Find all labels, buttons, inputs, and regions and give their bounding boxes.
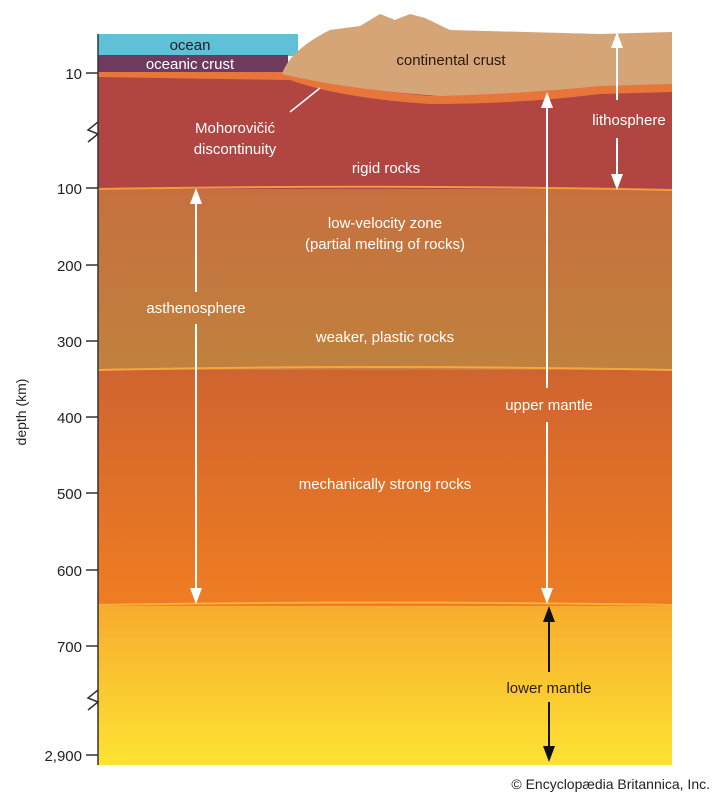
tick-label: 10 [65,66,82,83]
axis-break [86,689,100,711]
tick-label: 400 [57,410,82,427]
strong-rocks-label: mechanically strong rocks [299,476,472,493]
lvz-label: (partial melting of rocks) [305,236,465,253]
asthenosphere-label: asthenosphere [146,300,245,317]
moho-label: discontinuity [194,141,277,158]
upper-mantle-label: upper mantle [505,397,593,414]
continental-crust-label: continental crust [396,52,506,69]
tick-label: 300 [57,334,82,351]
oceanic-crust-label: oceanic crust [146,56,235,73]
oceanic-crust-layer [98,55,288,73]
tick-label: 700 [57,639,82,656]
axis-label: depth (km) [13,379,29,446]
tick-label: 200 [57,258,82,275]
lower-mantle-layer [98,604,672,765]
tick-label: 2,900 [44,748,82,765]
credit: © Encyclopædia Britannica, Inc. [511,776,710,792]
tick-label: 100 [57,181,82,198]
mechanically-strong-layer [98,369,672,606]
continental-crust-layer [282,14,672,96]
weaker-rocks-label: weaker, plastic rocks [315,329,454,346]
rigid-rocks-label: rigid rocks [352,160,420,177]
axis-break [86,121,100,143]
moho-label: Mohorovičić [195,120,276,137]
tick-label: 600 [57,563,82,580]
lower-mantle-label: lower mantle [506,680,591,697]
asthenosphere-layer [98,188,672,370]
tick-label: 500 [57,486,82,503]
moho-band [98,72,672,104]
ocean-layer [98,34,298,56]
ocean-label: ocean [170,37,211,54]
lithosphere-label: lithosphere [592,112,665,129]
lvz-label: low-velocity zone [328,215,442,232]
